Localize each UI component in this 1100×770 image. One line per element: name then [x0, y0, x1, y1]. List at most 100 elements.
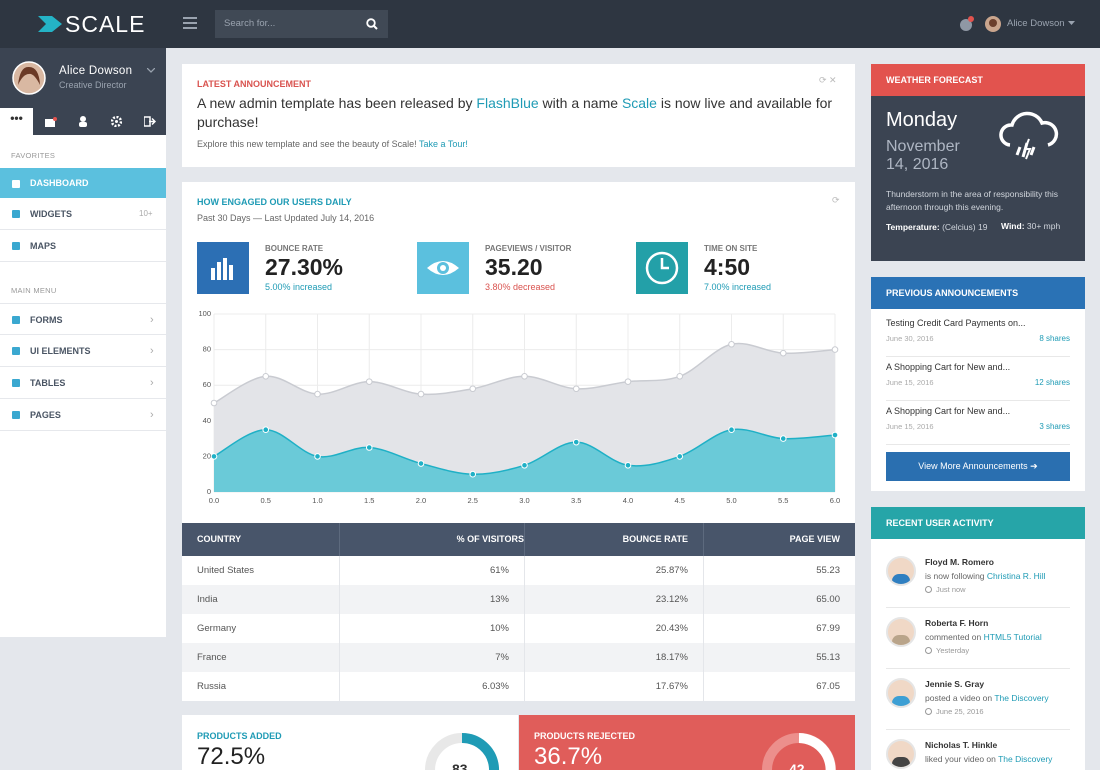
menu-label: MAPS: [30, 241, 57, 251]
menu-item[interactable]: MAPS: [0, 230, 166, 262]
menu-toggle[interactable]: [183, 17, 197, 29]
table-cell: 20.43%: [524, 614, 688, 643]
stat-change: 5.00% increased: [265, 282, 333, 292]
stat-label: TIME ON SITE: [704, 244, 758, 253]
announcement-item[interactable]: A Shopping Cart for New and... June 15, …: [886, 357, 1070, 401]
point: [779, 349, 787, 357]
avatar-body: [892, 574, 910, 584]
item-title: Testing Credit Card Payments on...: [886, 318, 1026, 328]
stat-icon: [417, 242, 469, 294]
announcement-item[interactable]: A Shopping Cart for New and... June 15, …: [886, 401, 1070, 445]
activity-target[interactable]: The Discovery: [994, 693, 1049, 703]
point: [365, 444, 373, 451]
activity-text: posted a video on The Discovery: [925, 693, 1049, 703]
table-cell: United States: [197, 565, 255, 576]
view-more-button[interactable]: View More Announcements ➔: [886, 452, 1070, 481]
link[interactable]: FlashBlue: [476, 95, 539, 111]
y-tick-label: 40: [203, 416, 211, 425]
table-cell: 17.67%: [524, 672, 688, 701]
text: Explore this new template and see the be…: [197, 139, 417, 149]
button-label: View More Announcements: [918, 461, 1028, 471]
menu-item[interactable]: DASHBOARD: [0, 168, 166, 198]
announcement-item[interactable]: Testing Credit Card Payments on... June …: [886, 313, 1070, 357]
point: [831, 431, 839, 439]
table-cell: 10%: [339, 614, 509, 643]
point: [314, 453, 321, 460]
link[interactable]: Scale: [621, 95, 657, 111]
menu-item[interactable]: UI ELEMENTS ›: [0, 335, 166, 367]
point: [314, 390, 321, 398]
point: [469, 470, 477, 478]
table-cell: 67.05: [703, 672, 840, 701]
table-cell: 13%: [339, 585, 509, 614]
activity-avatar: [886, 739, 916, 769]
profile-name[interactable]: Alice Dowson: [59, 65, 133, 77]
area-chart: 0 20 40 60 80 100 0.0 0.5 1.0 1.5 2.0 2.5 3.0 3.5 4.0 4…: [198, 309, 840, 505]
refresh-icon[interactable]: ⟳: [832, 195, 840, 205]
tab-logout[interactable]: [144, 116, 156, 127]
y-tick-label: 20: [203, 451, 211, 460]
area: [214, 429, 835, 492]
donut: [425, 733, 500, 770]
value: (Celcius) 19: [942, 222, 988, 232]
menu-item[interactable]: FORMS ›: [0, 303, 166, 335]
user-avatar[interactable]: [985, 16, 1001, 32]
brand: SCALE: [65, 11, 146, 37]
text: is now live and available for purchase!: [197, 95, 836, 130]
product-value: 72.5%: [197, 743, 266, 770]
table-row: United States 61% 25.87% 55.23: [182, 556, 855, 585]
table-row: Russia 6.03% 17.67% 67.05: [182, 672, 855, 701]
x-tick-label: 1.0: [312, 496, 322, 505]
activity-action: posted a video on: [925, 693, 993, 703]
weather-day: Monday: [886, 109, 958, 131]
weather-wind: Wind: 30+ mph: [1001, 221, 1060, 231]
table-row: Germany 10% 20.43% 67.99: [182, 614, 855, 643]
menu-label: PAGES: [30, 410, 61, 420]
donut: [762, 733, 836, 770]
link[interactable]: Take a Tour!: [418, 139, 468, 149]
tab-settings[interactable]: [111, 116, 122, 127]
activity-target[interactable]: The Discovery: [998, 754, 1053, 764]
point: [624, 462, 632, 469]
products-added-panel: PRODUCTS ADDED 72.5% 83: [182, 715, 518, 770]
menu-item[interactable]: WIDGETS 10+: [0, 198, 166, 230]
user-name[interactable]: Alice Dowson: [1007, 18, 1065, 29]
weather-description: Thunderstorm in the area of responsibili…: [886, 189, 1058, 212]
country-table: COUNTRY % OF VISITORS BOUNCE RATE PAGE V…: [182, 523, 855, 701]
tab-user[interactable]: [78, 116, 88, 127]
profile-caret[interactable]: [147, 68, 155, 74]
table-cell: 55.23: [703, 556, 840, 585]
profile: Alice Dowson Creative Director: [0, 48, 166, 108]
recent-activity-panel: RECENT USER ACTIVITY Floyd M. Romero is n…: [871, 507, 1085, 770]
point: [417, 460, 425, 467]
previous-announcements-panel: PREVIOUS ANNOUNCEMENTS Testing Credit Ca…: [871, 277, 1085, 491]
sidebar-tabs: •••: [0, 108, 166, 135]
menu-item[interactable]: TABLES ›: [0, 367, 166, 399]
point: [210, 453, 218, 460]
item-shares: 12 shares: [1034, 378, 1070, 387]
activity-target[interactable]: HTML5 Tutorial: [983, 632, 1042, 642]
x-tick-label: 5.0: [726, 496, 736, 505]
panel-title: PRODUCTS ADDED: [197, 731, 282, 741]
menu-item[interactable]: PAGES ›: [0, 399, 166, 431]
activity-item: Nicholas T. Hinkle liked your video on Th…: [886, 730, 1070, 770]
search-box[interactable]: Search for...: [215, 10, 388, 38]
table-cell: 67.99: [703, 614, 840, 643]
menu-label: DASHBOARD: [30, 178, 89, 188]
notification-icon[interactable]: [958, 15, 976, 33]
panel-controls[interactable]: ⟳ ✕: [819, 75, 837, 85]
column-header: % OF VISITORS: [339, 523, 524, 556]
activity-time: Just now: [936, 585, 966, 594]
activity-avatar: [886, 556, 916, 586]
tab-more[interactable]: •••: [0, 108, 33, 135]
stat-change: 3.80% decreased: [485, 282, 556, 292]
text: with a name: [538, 95, 622, 111]
activity-target[interactable]: Christina R. Hill: [986, 571, 1046, 581]
clock-icon: [925, 647, 932, 654]
activity-name: Nicholas T. Hinkle: [925, 740, 998, 750]
products-rejected-panel: PRODUCTS REJECTED 36.7% 42: [519, 715, 855, 770]
search-icon[interactable]: [366, 18, 378, 30]
activity-action: is now following: [925, 571, 985, 581]
announcement-panel: LATEST ANNOUNCEMENT ⟳ ✕ A new admin temp…: [182, 64, 855, 167]
tab-mail[interactable]: [45, 117, 57, 127]
